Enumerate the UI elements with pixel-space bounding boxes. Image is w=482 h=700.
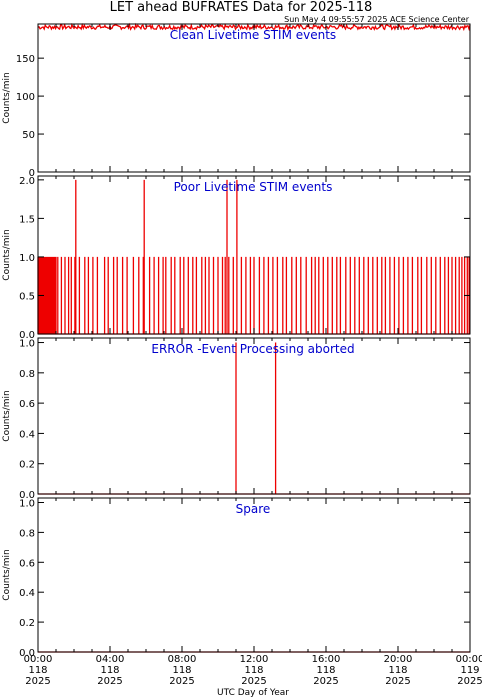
x-tick-label: 2025: [313, 676, 338, 687]
y-tick-label: 0.4: [19, 588, 35, 599]
x-tick-label: 118: [388, 665, 407, 676]
y-tick-label: 0.4: [19, 429, 35, 440]
x-axis: 00:00118202504:00118202508:00118202512:0…: [24, 654, 482, 687]
x-axis-label: UTC Day of Year: [217, 688, 289, 698]
y-tick-label: 0.8: [19, 528, 35, 539]
panel-3: 0.0 0.2 0.4 0.6 0.8 1.0 Counts/min Spare: [2, 497, 471, 659]
panel-frame: [37, 337, 471, 495]
y-tick-label: 0.5: [19, 291, 35, 302]
x-tick-label: 12:00: [240, 654, 269, 665]
x-tick-label: 2025: [385, 676, 410, 687]
chart-title: LET ahead BUFRATES Data for 2025-118: [110, 0, 373, 15]
x-tick-label: 16:00: [312, 654, 341, 665]
y-tick-label: 0.2: [19, 460, 35, 471]
y-tick-label: 2.0: [19, 176, 35, 187]
x-tick-label: 118: [316, 665, 335, 676]
panel-frame: [37, 23, 471, 173]
x-tick-label: 2025: [97, 676, 122, 687]
x-tick-label: 2025: [457, 676, 482, 687]
panel-frame: [37, 497, 471, 653]
y-tick-label: 0: [29, 168, 35, 179]
panel-title: Spare: [236, 502, 271, 516]
x-tick-label: 118: [28, 665, 47, 676]
x-tick-label: 00:00: [456, 654, 482, 665]
x-tick-label: 08:00: [168, 654, 197, 665]
y-axis-label: Counts/min: [2, 390, 12, 441]
x-tick-label: 2025: [241, 676, 266, 687]
panel-title: ERROR -Event Processing aborted: [151, 342, 354, 356]
panel-2: 0.0 0.2 0.4 0.6 0.8 1.0 Counts/min ERROR -Event…: [2, 337, 471, 501]
y-tick-label: 0.2: [19, 618, 35, 629]
y-tick-label: 0.8: [19, 369, 35, 380]
y-tick-label: 0.0: [19, 648, 35, 659]
series-line-1-0: [37, 179, 470, 335]
y-axis-label: Counts/min: [2, 549, 12, 600]
panel-title: Clean Livetime STIM events: [170, 28, 336, 42]
x-tick-label: 118: [244, 665, 263, 676]
y-tick-label: 0.6: [19, 399, 35, 410]
panel-0: 0 50 100 150 Counts/min Clean Livetime STIM e…: [2, 22, 471, 179]
x-tick-label: 118: [100, 665, 119, 676]
chart-subtitle: Sun May 4 09:55:57 2025 ACE Science Cent…: [284, 15, 470, 24]
x-tick-label: 118: [172, 665, 191, 676]
x-tick-label: 00:00: [24, 654, 53, 665]
y-tick-label: 1.0: [19, 253, 35, 264]
x-tick-label: 2025: [169, 676, 194, 687]
y-tick-label: 0.0: [19, 330, 35, 341]
x-tick-label: 04:00: [96, 654, 125, 665]
y-tick-label: 1.0: [19, 339, 35, 350]
y-tick-label: 0.0: [19, 490, 35, 501]
y-tick-label: 50: [22, 130, 35, 141]
y-tick-label: 1.0: [19, 498, 35, 509]
panel-title: Poor Livetime STIM events: [174, 180, 333, 194]
panel-1: 0.0 0.5 1.0 1.5 2.0 Counts/min Poor Livetime S…: [2, 175, 471, 341]
y-tick-label: 150: [16, 54, 35, 65]
y-tick-label: 0.6: [19, 558, 35, 569]
y-axis-label: Counts/min: [2, 72, 12, 123]
y-tick-label: 100: [16, 92, 35, 103]
x-tick-label: 119: [460, 665, 479, 676]
y-axis-label: Counts/min: [2, 229, 12, 280]
x-tick-label: 20:00: [384, 654, 413, 665]
series-line-2-0: [38, 342, 470, 495]
y-tick-label: 1.5: [19, 214, 35, 225]
x-tick-label: 2025: [25, 676, 50, 687]
panels: 0 50 100 150 Counts/min Clean Livetime STIM e…: [2, 22, 471, 659]
